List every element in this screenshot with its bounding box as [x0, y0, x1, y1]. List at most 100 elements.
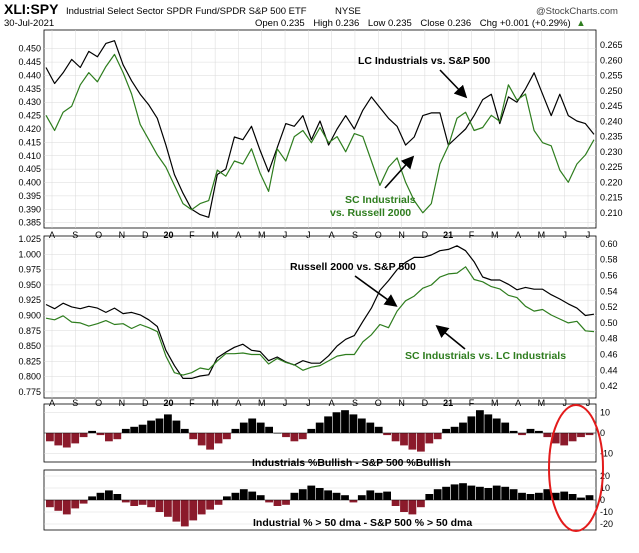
bar-dma — [155, 500, 164, 512]
bar-bullish — [425, 433, 434, 444]
bar-dma — [223, 496, 231, 500]
bar-dma — [366, 490, 375, 500]
left-tick-middle: 0.975 — [18, 265, 41, 275]
bar-bullish — [239, 422, 248, 433]
month-tick-top: J — [283, 230, 288, 240]
bar-dma — [79, 500, 88, 504]
chg-value: +0.001 (+0.29%) — [500, 18, 571, 29]
bar-dma — [96, 492, 105, 500]
annotation-russell-vs-sp: Russell 2000 vs. S&P 500 — [290, 261, 416, 273]
left-tick-middle: 0.850 — [18, 341, 41, 351]
month-tick-middle: M — [211, 398, 219, 408]
right-tick-top: 0.230 — [600, 147, 623, 157]
right-tick-dma: -20 — [600, 519, 613, 529]
bar-dma — [332, 492, 341, 500]
bar-bullish — [88, 430, 96, 433]
left-tick-middle: 0.875 — [18, 326, 41, 336]
bar-bullish — [459, 422, 467, 433]
right-tick-dma: 20 — [600, 471, 610, 481]
month-tick-middle: F — [189, 398, 195, 408]
right-tick-middle: 0.52 — [600, 302, 618, 312]
month-tick-top: N — [398, 230, 405, 240]
month-tick-middle: O — [95, 398, 102, 408]
bar-dma — [383, 491, 391, 500]
bar-bullish — [560, 433, 569, 446]
month-tick-middle: A — [515, 398, 521, 408]
bar-bullish — [577, 433, 585, 438]
bar-dma — [71, 500, 80, 509]
left-tick-middle: 1.025 — [18, 234, 41, 244]
right-tick-top: 0.215 — [600, 193, 623, 203]
bar-dma — [509, 489, 518, 500]
bar-dma — [172, 500, 181, 522]
bar-dma — [239, 489, 248, 500]
month-tick-top: O — [375, 230, 382, 240]
bar-bullish — [214, 433, 223, 444]
bar-bullish — [130, 426, 139, 433]
month-tick-middle: S — [72, 398, 78, 408]
month-tick-top: J — [562, 230, 567, 240]
bar-dma — [121, 500, 130, 503]
month-tick-top: 20 — [164, 230, 174, 240]
bar-dma — [282, 500, 290, 505]
month-tick-middle: M — [491, 398, 499, 408]
left-tick-top: 0.435 — [18, 84, 41, 94]
bar-bullish — [400, 433, 408, 446]
month-tick-top: M — [491, 230, 499, 240]
arrow-russell — [354, 275, 398, 307]
bar-bullish — [46, 433, 54, 442]
chart-symbol: XLI:SPY — [4, 1, 59, 17]
bar-dma — [560, 491, 569, 500]
open-label: Open — [255, 18, 278, 29]
bar-bullish — [265, 426, 273, 433]
arrow-sc-industrials — [384, 155, 415, 189]
right-tick-top: 0.235 — [600, 132, 623, 142]
month-tick-top: 21 — [443, 230, 453, 240]
bar-bullish — [408, 433, 417, 450]
bar-bullish — [374, 426, 383, 433]
right-tick-middle: 0.46 — [600, 350, 618, 360]
month-tick-top: S — [72, 230, 78, 240]
bar-dma — [349, 500, 358, 503]
month-tick-middle: J — [562, 398, 567, 408]
bar-bullish — [585, 433, 594, 436]
bar-bullish — [290, 433, 299, 442]
highlight-circle — [548, 404, 604, 532]
left-tick-middle: 0.775 — [18, 387, 41, 397]
left-tick-middle: 0.950 — [18, 280, 41, 290]
bar-bullish — [484, 414, 493, 433]
bar-dma — [391, 500, 400, 506]
bar-dma — [324, 490, 332, 500]
right-tick-top: 0.265 — [600, 40, 623, 50]
bar-dma — [467, 485, 476, 500]
bar-bullish — [501, 422, 510, 433]
left-tick-middle: 0.825 — [18, 356, 41, 366]
month-tick-middle: M — [258, 398, 266, 408]
bar-dma — [417, 500, 425, 508]
high-label: High — [313, 18, 333, 29]
chart-description: Industrial Select Sector SPDR Fund/SPDR … — [66, 6, 307, 17]
dma-panel-title: Industrial % > 50 dma - S&P 500 % > 50 d… — [253, 517, 472, 529]
bar-bullish — [383, 433, 391, 436]
right-tick-middle: 0.58 — [600, 255, 618, 265]
annotation-sc-vs-lc: SC Industrials vs. LC Industrials — [405, 350, 566, 362]
bar-dma — [341, 495, 349, 500]
watermark: @StockCharts.com — [536, 6, 618, 17]
month-tick-top: J — [586, 230, 591, 240]
left-tick-top: 0.425 — [18, 111, 41, 121]
bar-dma — [265, 500, 273, 503]
bar-dma — [535, 492, 543, 500]
bar-bullish — [155, 418, 164, 433]
bar-bullish — [357, 418, 366, 433]
bar-bullish — [391, 433, 400, 442]
bar-dma — [248, 491, 257, 500]
bar-dma — [88, 496, 96, 500]
bar-dma — [307, 485, 316, 500]
bar-dma — [298, 489, 307, 500]
bar-bullish — [62, 433, 71, 448]
left-tick-middle: 0.925 — [18, 295, 41, 305]
month-tick-middle: F — [469, 398, 475, 408]
bar-dma — [46, 500, 54, 508]
month-tick-top: N — [119, 230, 126, 240]
